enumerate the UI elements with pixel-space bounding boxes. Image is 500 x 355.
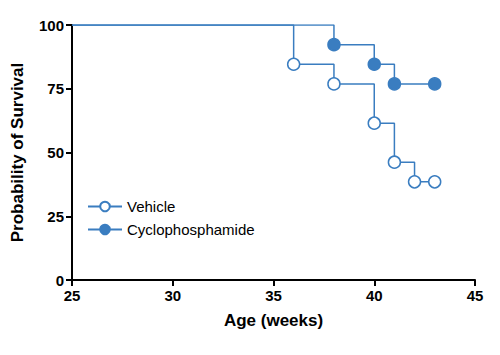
svg-text:100: 100 (39, 17, 64, 34)
svg-text:Age (weeks): Age (weeks) (224, 311, 323, 330)
svg-text:35: 35 (265, 287, 282, 304)
svg-text:75: 75 (47, 80, 64, 97)
svg-text:25: 25 (47, 208, 64, 225)
svg-text:50: 50 (47, 144, 64, 161)
svg-text:25: 25 (64, 287, 81, 304)
svg-text:30: 30 (164, 287, 181, 304)
svg-text:0: 0 (56, 272, 64, 289)
svg-text:45: 45 (467, 287, 484, 304)
svg-text:40: 40 (366, 287, 383, 304)
svg-text:Cyclophosphamide: Cyclophosphamide (127, 221, 255, 238)
svg-text:Probability of Survival: Probability of Survival (8, 63, 27, 243)
svg-text:Vehicle: Vehicle (127, 198, 175, 215)
